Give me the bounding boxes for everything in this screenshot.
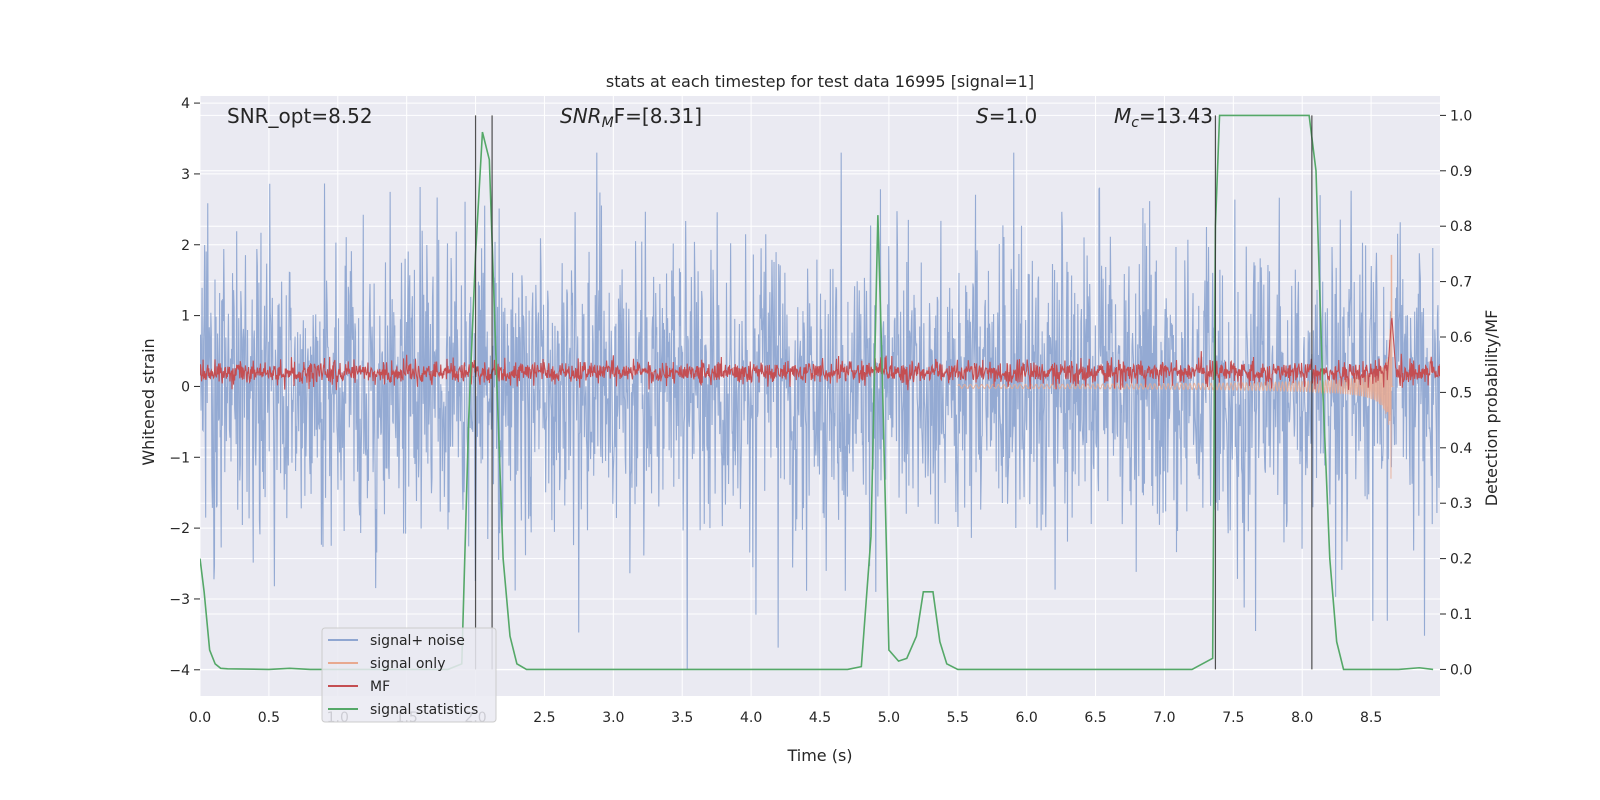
x-tick-label: 2.5: [533, 710, 555, 726]
annotation-s-main: S: [976, 104, 989, 128]
detection-markers: [474, 115, 1313, 670]
y-tick-label: 1: [181, 309, 190, 325]
y-tick-label: 2: [181, 238, 190, 254]
legend-label-signal-statistics: signal statistics: [370, 702, 478, 718]
annotation-snr-mf-rest: F=[8.31]: [614, 104, 702, 128]
x-tick-label: 6.0: [1016, 710, 1038, 726]
legend-label-signal-noise: signal+ noise: [370, 633, 465, 649]
y2-tick-label: 0.6: [1450, 330, 1472, 346]
x-tick-label: 8.0: [1291, 710, 1313, 726]
legend-box: [321, 627, 497, 723]
annotation-snr-opt: SNR_opt=8.52: [227, 104, 373, 128]
y2-tick-label: 0.9: [1450, 164, 1472, 180]
x-tick-label: 3.5: [671, 710, 693, 726]
y-tick-label: −3: [169, 592, 190, 608]
x-axis-label: Time (s): [786, 746, 852, 765]
y2-tick-label: 0.4: [1450, 441, 1472, 457]
y-tick-label: 3: [181, 167, 190, 183]
data-layer: [200, 114, 1440, 671]
annotation-s: S=1.0: [976, 104, 1037, 128]
y2-tick-label: 0.0: [1450, 662, 1472, 678]
x-tick-label: 3.0: [602, 710, 624, 726]
legend-label-mf: MF: [370, 679, 390, 695]
axes: 0.00.51.01.52.02.53.03.54.04.55.05.56.06…: [169, 96, 1472, 726]
x-tick-label: 0.0: [189, 710, 211, 726]
series-mf: [200, 317, 1440, 391]
x-tick-label: 5.0: [878, 710, 900, 726]
x-tick-label: 7.5: [1222, 710, 1244, 726]
y2-tick-label: 1.0: [1450, 108, 1472, 124]
annotation-snr-mf-sub: M: [602, 115, 614, 131]
y2-tick-label: 0.8: [1450, 219, 1472, 235]
x-tick-label: 4.5: [809, 710, 831, 726]
y2-axis-label: Detection probability/MF: [1482, 310, 1501, 507]
y2-tick-label: 0.2: [1450, 552, 1472, 568]
annotation-snr-mf-main: SNR: [560, 104, 602, 128]
y-tick-label: −1: [169, 450, 190, 466]
y2-tick-label: 0.7: [1450, 275, 1472, 291]
annotation-snr-mf: SNRMF=[8.31]: [560, 104, 702, 131]
annotation-mc-sub: c: [1131, 115, 1139, 131]
legend-label-signal-only: signal only: [370, 656, 445, 672]
x-tick-label: 8.5: [1360, 710, 1382, 726]
y-axis-label: Whitened strain: [139, 338, 158, 465]
y2-tick-label: 0.5: [1450, 385, 1472, 401]
annotation-mc-rest: =13.43: [1139, 104, 1213, 128]
y2-tick-label: 0.1: [1450, 607, 1472, 623]
y-tick-label: 0: [181, 379, 190, 395]
x-tick-label: 0.5: [258, 710, 280, 726]
annotation-mc-main: M: [1114, 104, 1131, 128]
x-tick-label: 6.5: [1084, 710, 1106, 726]
legend: signal+ noise signal only MF signal stat…: [321, 627, 497, 723]
y-tick-label: −2: [169, 521, 190, 537]
x-tick-label: 4.0: [740, 710, 762, 726]
x-tick-label: 5.5: [947, 710, 969, 726]
annotation-s-rest: =1.0: [989, 104, 1038, 128]
chart-title: stats at each timestep for test data 169…: [606, 72, 1034, 91]
annotation-mc: Mc=13.43: [1114, 104, 1213, 131]
y2-tick-label: 0.3: [1450, 496, 1472, 512]
y-tick-label: −4: [169, 663, 190, 679]
y-tick-label: 4: [181, 96, 190, 112]
x-tick-label: 7.0: [1153, 710, 1175, 726]
